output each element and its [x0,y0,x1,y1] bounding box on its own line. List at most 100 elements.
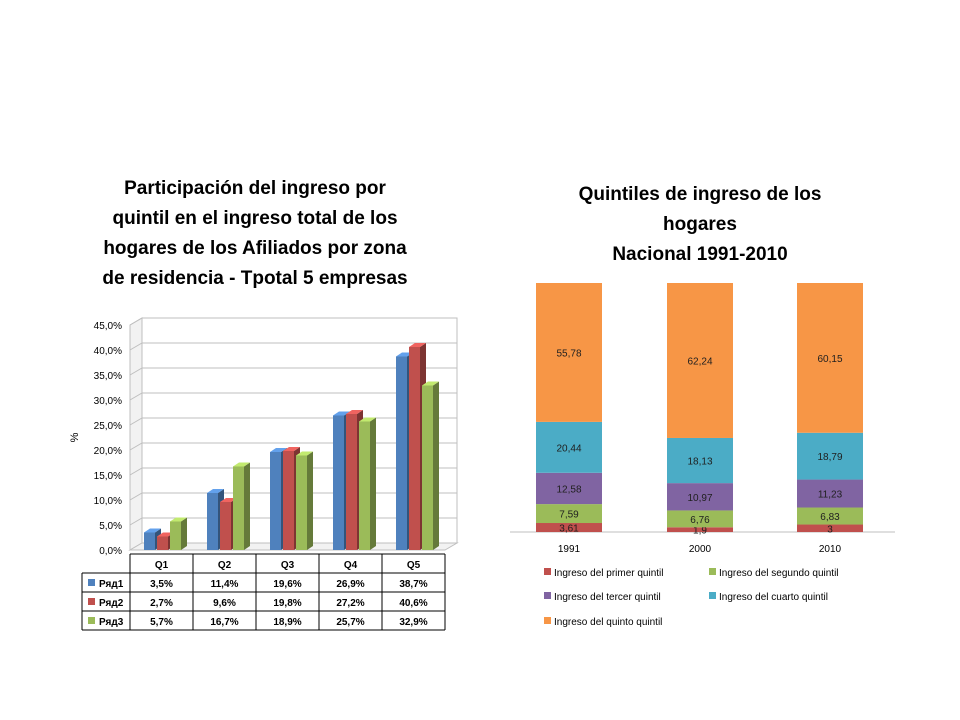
x-tick-label: 2000 [689,544,712,555]
bar-front [270,452,281,550]
right-title-line: hogares [663,214,737,235]
x-tick-label: Q1 [155,560,169,571]
right-title-line: Nacional 1991-2010 [612,244,788,265]
data-label: 40,6% [399,598,427,609]
stacked-segment [536,283,602,422]
legend-swatch [88,617,95,624]
data-label: 5,7% [150,617,173,628]
data-label: 7,59 [559,510,579,521]
stacked-segment [536,421,602,473]
stacked-segment [536,472,602,505]
data-label: 11,23 [818,490,843,501]
legend-label: Ряд2 [99,598,124,609]
bar-top [157,532,174,537]
bar-front [233,466,244,550]
bar-front [283,451,294,550]
bar-top [207,489,224,493]
bar-top [283,447,300,451]
y-tick-label: 20,0% [94,446,122,457]
legend-label: Ingreso del cuarto quintil [719,592,828,603]
bar-front [346,414,357,550]
x-tick-label: 1991 [558,544,581,555]
data-label: 25,7% [336,617,364,628]
y-axis-label: % [69,432,81,442]
bar-front [144,532,155,550]
stacked-segment [797,507,863,525]
legend-label: Ряд3 [99,617,124,628]
gridline [129,342,457,351]
right-chart-title: Quintiles de ingreso de los hogares Naci… [540,180,860,270]
bar-side [433,381,439,550]
right-stacked-bar-chart: 3,61 7,59 12,58 20,44 55,78 1991 1,96,76 10,97 1… [510,283,895,628]
bar-top [220,498,237,502]
bar-front [207,493,218,550]
x-tick-label: Q4 [344,560,358,571]
y-tick-label: 30,0% [94,396,122,407]
data-label: 32,9% [399,617,427,628]
left-bar-chart: 0,0% 5,0% 10,0% 15,0% 20,0% 25,0% 30,0% 35,0% 40… [69,317,459,631]
data-label: 18,13 [687,457,712,468]
legend-swatch [88,579,95,586]
x-tick-label: Q3 [281,560,295,571]
stacked-segment [667,527,733,532]
legend-swatch [544,617,551,624]
y-tick-label: 35,0% [94,371,122,382]
stacked-segment [797,283,863,433]
bar-front [359,421,370,550]
x-tick-label: 2010 [819,544,842,555]
bar-top [296,451,313,456]
bar-side [370,417,376,550]
stacked-segment [797,432,863,480]
bar-front [422,385,433,550]
bar-front [396,356,407,550]
stacked-segment [797,524,863,532]
stacked-segment [536,504,602,524]
y-tick-label: 0,0% [99,546,122,557]
data-label: 18,9% [273,617,301,628]
bar-front [170,521,181,550]
legend-label: Ingreso del segundo quintil [719,568,839,579]
bar-top [233,462,250,467]
stacked-segment [667,283,733,438]
data-label: 1,9 [693,526,707,537]
bar-top [270,448,287,452]
data-label: 6,76 [690,515,710,526]
bar-front [157,536,168,550]
bar-top [422,381,439,386]
side-wall [129,317,143,551]
legend-label: Ingreso del quinto quintil [554,617,662,628]
data-label: 16,7% [210,617,238,628]
data-label: 18,79 [817,452,842,463]
bar-top [144,528,161,533]
left-chart-title: Participación del ingreso por quintil en… [70,174,440,294]
left-title-line: Participación del ingreso por [124,178,386,199]
bar-front [220,502,231,550]
x-tick-label: Q5 [407,560,421,571]
bar-side [307,451,313,550]
stacked-segment [797,479,863,508]
bar-top [170,517,187,522]
data-label: 27,2% [336,598,364,609]
left-title-line: quintil en el ingreso total de los [112,208,398,229]
gridline [129,392,457,401]
y-tick-label: 10,0% [94,496,122,507]
legend-swatch [544,568,551,575]
data-label: 3 [827,524,833,535]
bar-side [181,517,187,550]
stacked-segment [667,510,733,528]
data-label: 20,44 [556,443,581,454]
data-label: 62,24 [687,356,712,367]
bar-front [296,455,307,550]
y-tick-label: 40,0% [94,346,122,357]
data-label: 38,7% [399,579,427,590]
legend-swatch [88,598,95,605]
legend-swatch [709,592,716,599]
x-tick-label: Q2 [218,560,232,571]
bar-top [333,411,350,416]
stacked-segment [667,437,733,484]
data-label: 60,15 [817,354,842,365]
data-label: 19,8% [273,598,301,609]
bar-side [244,462,250,550]
data-label: 9,6% [213,598,236,609]
data-label: 10,97 [687,493,712,504]
